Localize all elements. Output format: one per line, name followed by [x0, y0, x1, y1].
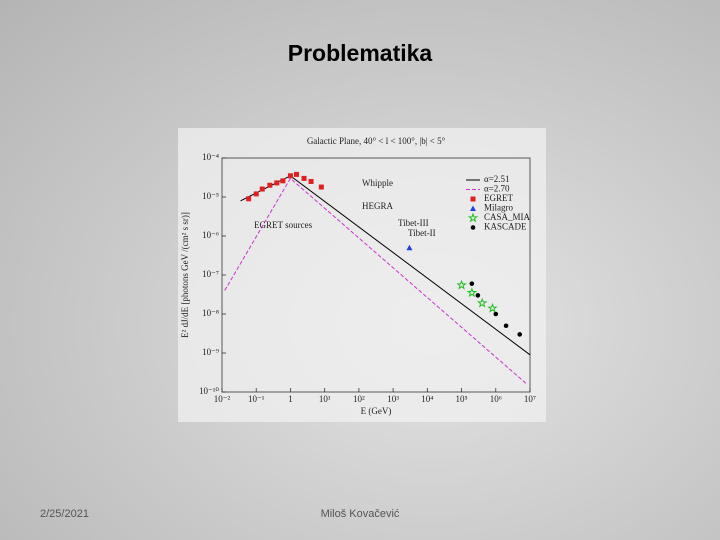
y-tick-label: 10⁻⁴	[202, 152, 219, 162]
x-tick-label: 1	[288, 394, 293, 404]
legend-label: Milagro	[484, 203, 513, 213]
y-tick-label: 10⁻¹⁰	[199, 386, 219, 396]
data-point	[301, 175, 307, 181]
data-point	[293, 171, 299, 177]
slide-title: Problematika	[287, 40, 433, 66]
legend-label: α=2.70	[484, 184, 510, 194]
legend-label: CASA_MIA	[484, 212, 531, 222]
annotation: HEGRA	[362, 201, 393, 211]
data-point	[308, 178, 314, 184]
data-point	[517, 332, 522, 337]
data-point	[456, 279, 467, 290]
x-tick-label: 10⁷	[524, 394, 536, 404]
x-tick-label: 10³	[387, 394, 399, 404]
data-point	[475, 293, 481, 298]
series-line	[224, 177, 528, 385]
data-point	[470, 205, 476, 211]
data-point	[246, 196, 252, 202]
data-point	[503, 323, 509, 329]
y-tick-label: 10⁻⁵	[202, 191, 219, 201]
figure-background	[178, 128, 546, 422]
data-point	[318, 184, 324, 190]
x-tick-label: 10⁴	[421, 394, 433, 404]
data-point	[476, 297, 488, 308]
y-axis-label: E² dJ/dE [photons GeV /(cm² s sr)]	[180, 212, 190, 338]
data-point	[467, 212, 479, 223]
annotation: Tibet-III	[398, 218, 429, 228]
annotation: Tibet-II	[408, 228, 436, 238]
annotation: EGRET sources	[254, 220, 313, 230]
data-point	[470, 196, 476, 202]
y-tick-label: 10⁻⁹	[202, 347, 219, 357]
x-tick-label: 10⁵	[455, 394, 467, 404]
data-point	[267, 182, 273, 188]
annotation: Whipple	[362, 178, 393, 188]
data-point	[469, 281, 475, 286]
data-point	[280, 178, 286, 184]
data-point	[470, 225, 476, 230]
x-tick-label: 10⁻¹	[248, 394, 265, 404]
data-point	[253, 191, 259, 197]
legend-label: EGRET	[484, 193, 513, 203]
data-point	[466, 287, 478, 298]
data-point	[274, 180, 280, 186]
data-point	[487, 302, 498, 313]
data-point	[259, 186, 265, 192]
x-tick-label: 10⁻²	[214, 394, 231, 404]
legend-label: KASCADE	[484, 222, 527, 232]
data-point	[287, 173, 293, 179]
data-point	[406, 244, 413, 251]
y-tick-label: 10⁻⁸	[202, 308, 219, 318]
x-tick-label: 10¹	[319, 394, 331, 404]
chart-title: Galactic Plane, 40° < l < 100°, |b| < 5°	[307, 136, 446, 146]
x-axis-label: E (GeV)	[361, 406, 392, 416]
y-tick-label: 10⁻⁶	[202, 230, 219, 240]
author: Miloš Kovačević	[320, 508, 400, 520]
x-tick-label: 10²	[353, 394, 365, 404]
x-tick-label: 10⁶	[490, 394, 502, 404]
y-tick-label: 10⁻⁷	[202, 269, 219, 279]
date: 2/25/2021	[40, 508, 89, 520]
data-point	[493, 311, 499, 317]
legend-label: α=2.51	[484, 174, 510, 184]
